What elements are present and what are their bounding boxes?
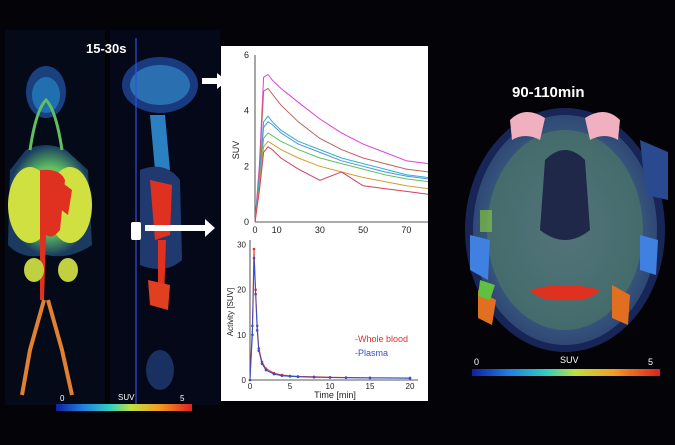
legend-plasma: -Plasma: [355, 348, 388, 358]
right-colorbar: [472, 369, 660, 376]
right-colorbar-label: SUV: [560, 355, 579, 365]
plasma-point: [368, 376, 372, 380]
coronal-pet-image: [5, 30, 105, 405]
roi-chart-ytick: 0: [244, 217, 249, 227]
blood-chart-xlabel: Time [min]: [314, 390, 356, 400]
roi-series-line-3: [254, 115, 429, 223]
blood-chart-xtick: 20: [406, 382, 415, 391]
plasma-point: [257, 349, 261, 352]
roi-chart-ytick: 6: [244, 50, 249, 60]
roi-series-line-5: [254, 132, 429, 223]
plasma-point: [344, 376, 348, 380]
sagittal-pet-image: [110, 30, 220, 405]
plasma-point: [255, 329, 259, 332]
plasma-point: [328, 376, 332, 379]
roi-chart-xtick: 10: [272, 225, 282, 235]
arrow-to-blood-chart-icon: [145, 219, 215, 237]
left-colorbar: [56, 404, 192, 411]
chart-panel: [221, 46, 428, 401]
plasma-point: [252, 256, 256, 260]
roi-chart-ylabel: SUV: [231, 141, 241, 160]
late-timeframe-label: 90-110min: [512, 84, 585, 101]
right-colorbar-min: 0: [474, 357, 480, 367]
blood-chart-xtick: 15: [366, 382, 375, 391]
roi-series-line-6: [254, 140, 429, 223]
plasma-point: [254, 292, 257, 296]
roi-chart-ytick: 2: [244, 161, 249, 171]
blood-chart-xtick: 10: [326, 382, 335, 391]
left-colorbar-max: 5: [180, 394, 185, 403]
roi-series-line-4: [254, 121, 429, 223]
blood-chart-ytick: 30: [237, 241, 246, 250]
roi-chart-xtick: 50: [358, 225, 368, 235]
roi-chart-ytick: 4: [244, 106, 249, 116]
roi-chart-xtick: 0: [252, 225, 257, 235]
plasma-point: [260, 362, 264, 366]
plasma-point: [408, 376, 412, 380]
roi-series-line-1: [254, 73, 429, 223]
plasma-point: [280, 374, 284, 378]
plasma-point: [264, 368, 268, 372]
plasma-point: [248, 378, 252, 382]
axial-brain-pet-image: [465, 108, 668, 352]
plasma-point: [312, 375, 316, 379]
roi-series-line-2: [254, 87, 429, 223]
early-timeframe-label: 15-30s: [86, 41, 127, 56]
roi-series-line-7: [254, 146, 429, 223]
plasma-point: [296, 375, 300, 379]
plasma-point: [251, 333, 254, 337]
roi-chart-xtick: 70: [401, 225, 411, 235]
blood-chart-ytick: 0: [242, 376, 247, 385]
arrow-to-roi-chart-icon: [202, 73, 227, 89]
right-colorbar-max: 5: [648, 357, 654, 367]
roi-chart-xtick: 30: [315, 225, 325, 235]
plasma-point: [272, 372, 276, 376]
left-colorbar-min: 0: [60, 394, 65, 403]
blood-chart-ytick: 20: [237, 286, 246, 295]
blood-chart-xtick: 0: [248, 382, 253, 391]
blood-chart-ylabel: Activity [SUV]: [226, 288, 235, 336]
whole-blood-point: [252, 247, 256, 251]
blood-chart-xtick: 5: [288, 382, 293, 391]
left-colorbar-label: SUV: [118, 393, 135, 402]
legend-whole-blood: -Whole blood: [355, 334, 408, 344]
roi-suv-chart: SUV 0 2 4 6 0 10 30 50 70: [231, 50, 429, 235]
plasma-point: [288, 375, 292, 378]
blood-chart-ytick: 10: [237, 331, 246, 340]
blood-activity-chart: Activity [SUV] Time [min] 0 10 20 30 0 5 10 15…: [226, 240, 418, 400]
